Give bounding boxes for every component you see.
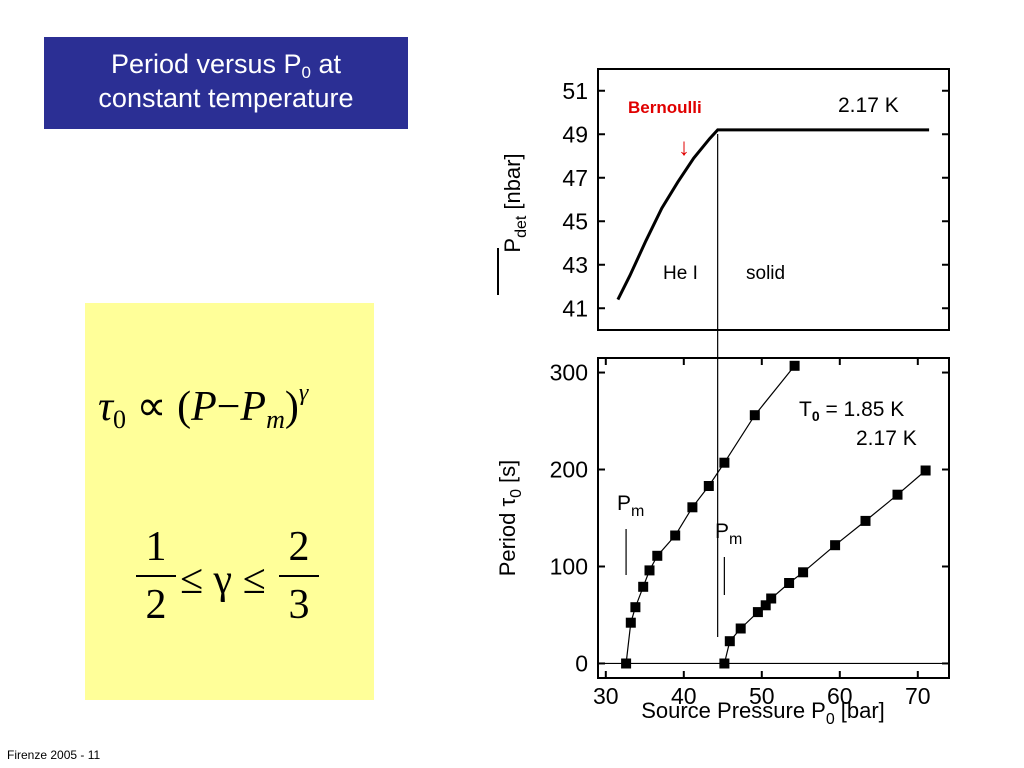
pressure-curve	[616, 128, 930, 301]
svg-text:T0 = 1.85 K: T0 = 1.85 K	[799, 398, 904, 424]
data-point	[719, 658, 730, 669]
series-line-1	[625, 365, 796, 664]
data-point	[703, 481, 714, 491]
period-x-tick-label: 60	[827, 683, 853, 709]
bernoulli-label: Bernoulli	[628, 98, 702, 117]
pressure-plot-frame	[597, 68, 950, 331]
data-point	[920, 465, 931, 476]
period-y-tick-label: 300	[550, 360, 588, 386]
period-y-tick-label: 100	[550, 553, 588, 579]
data-point	[749, 410, 760, 421]
formula-power-law: τ0 ∝ (P−Pm)γ	[98, 380, 309, 434]
period-x-axis-label: Source Pressure P0 [bar]	[641, 698, 885, 728]
pressure-y-tick-label: 41	[562, 295, 588, 321]
data-point	[719, 457, 730, 468]
pressure-y-ticks: 41 43 45 47 49 51	[562, 78, 949, 321]
data-point	[724, 636, 735, 647]
data-point	[830, 540, 841, 551]
pressure-y-tick-label: 43	[562, 252, 588, 278]
period-x-tick-label: 40	[671, 683, 697, 709]
data-point	[670, 530, 681, 541]
period-x-tick-label: 30	[593, 683, 619, 709]
data-point	[630, 602, 641, 613]
data-point	[621, 658, 632, 669]
data-point	[644, 565, 655, 576]
svg-text:Pdet[nbar]: Pdet[nbar]	[500, 153, 530, 252]
data-point	[766, 593, 777, 604]
period-x-tick-label: 50	[749, 683, 775, 709]
period-axis-ticks: 0 100 200 300 30 40 50 60 70	[550, 358, 949, 709]
pressure-y-tick-label: 49	[562, 121, 588, 147]
data-point	[638, 581, 649, 592]
data-point	[892, 489, 903, 500]
period-series	[621, 360, 931, 669]
data-point	[789, 360, 800, 371]
data-point	[784, 578, 795, 588]
footer-text: Firenze 2005 - 11	[7, 748, 101, 762]
data-point	[625, 617, 636, 628]
pressure-y-tick-label: 45	[562, 208, 588, 234]
period-x-tick-label: 70	[905, 683, 931, 709]
phase-he-i-label: He I	[663, 263, 698, 284]
bernoulli-arrow: ↓	[678, 134, 690, 161]
gamma-inequality: ≤ γ ≤	[180, 557, 266, 603]
data-point	[687, 502, 698, 513]
data-point	[752, 607, 763, 618]
data-point	[652, 550, 663, 561]
period-pressure-chart: 41 43 45 47 49 51 2.17 K Bernoulli ↓ He I sol…	[495, 68, 950, 728]
svg-text:2.17 K: 2.17 K	[856, 427, 917, 450]
period-y-axis-label: Period τ0[s]	[495, 460, 525, 577]
pressure-temperature-label: 2.17 K	[838, 94, 899, 117]
pm-label-2: Pm	[715, 520, 742, 548]
data-point	[798, 567, 809, 578]
period-legend: T0 = 1.85 K 2.17 K	[799, 398, 917, 450]
title-line2: constant temperature	[98, 83, 354, 113]
period-y-tick-label: 0	[575, 650, 588, 676]
formula-panel	[85, 303, 374, 700]
pressure-y-tick-label: 47	[562, 165, 588, 191]
phase-solid-label: solid	[746, 263, 785, 284]
pressure-y-tick-label: 51	[562, 78, 588, 104]
pm-label-1: Pm	[617, 492, 644, 520]
data-point	[860, 515, 871, 526]
period-plot-frame	[597, 357, 950, 679]
period-y-tick-label: 200	[550, 457, 588, 483]
data-point	[760, 600, 771, 611]
title-line1: Period versus P0 at	[110, 49, 342, 82]
slide-title: Period versus P0 at constant temperature	[44, 37, 408, 129]
data-point	[735, 623, 746, 634]
pressure-y-axis-label: Pdet[nbar]	[497, 153, 530, 295]
pressure-panel: 41 43 45 47 49 51 2.17 K Bernoulli ↓ He I sol…	[497, 68, 950, 331]
